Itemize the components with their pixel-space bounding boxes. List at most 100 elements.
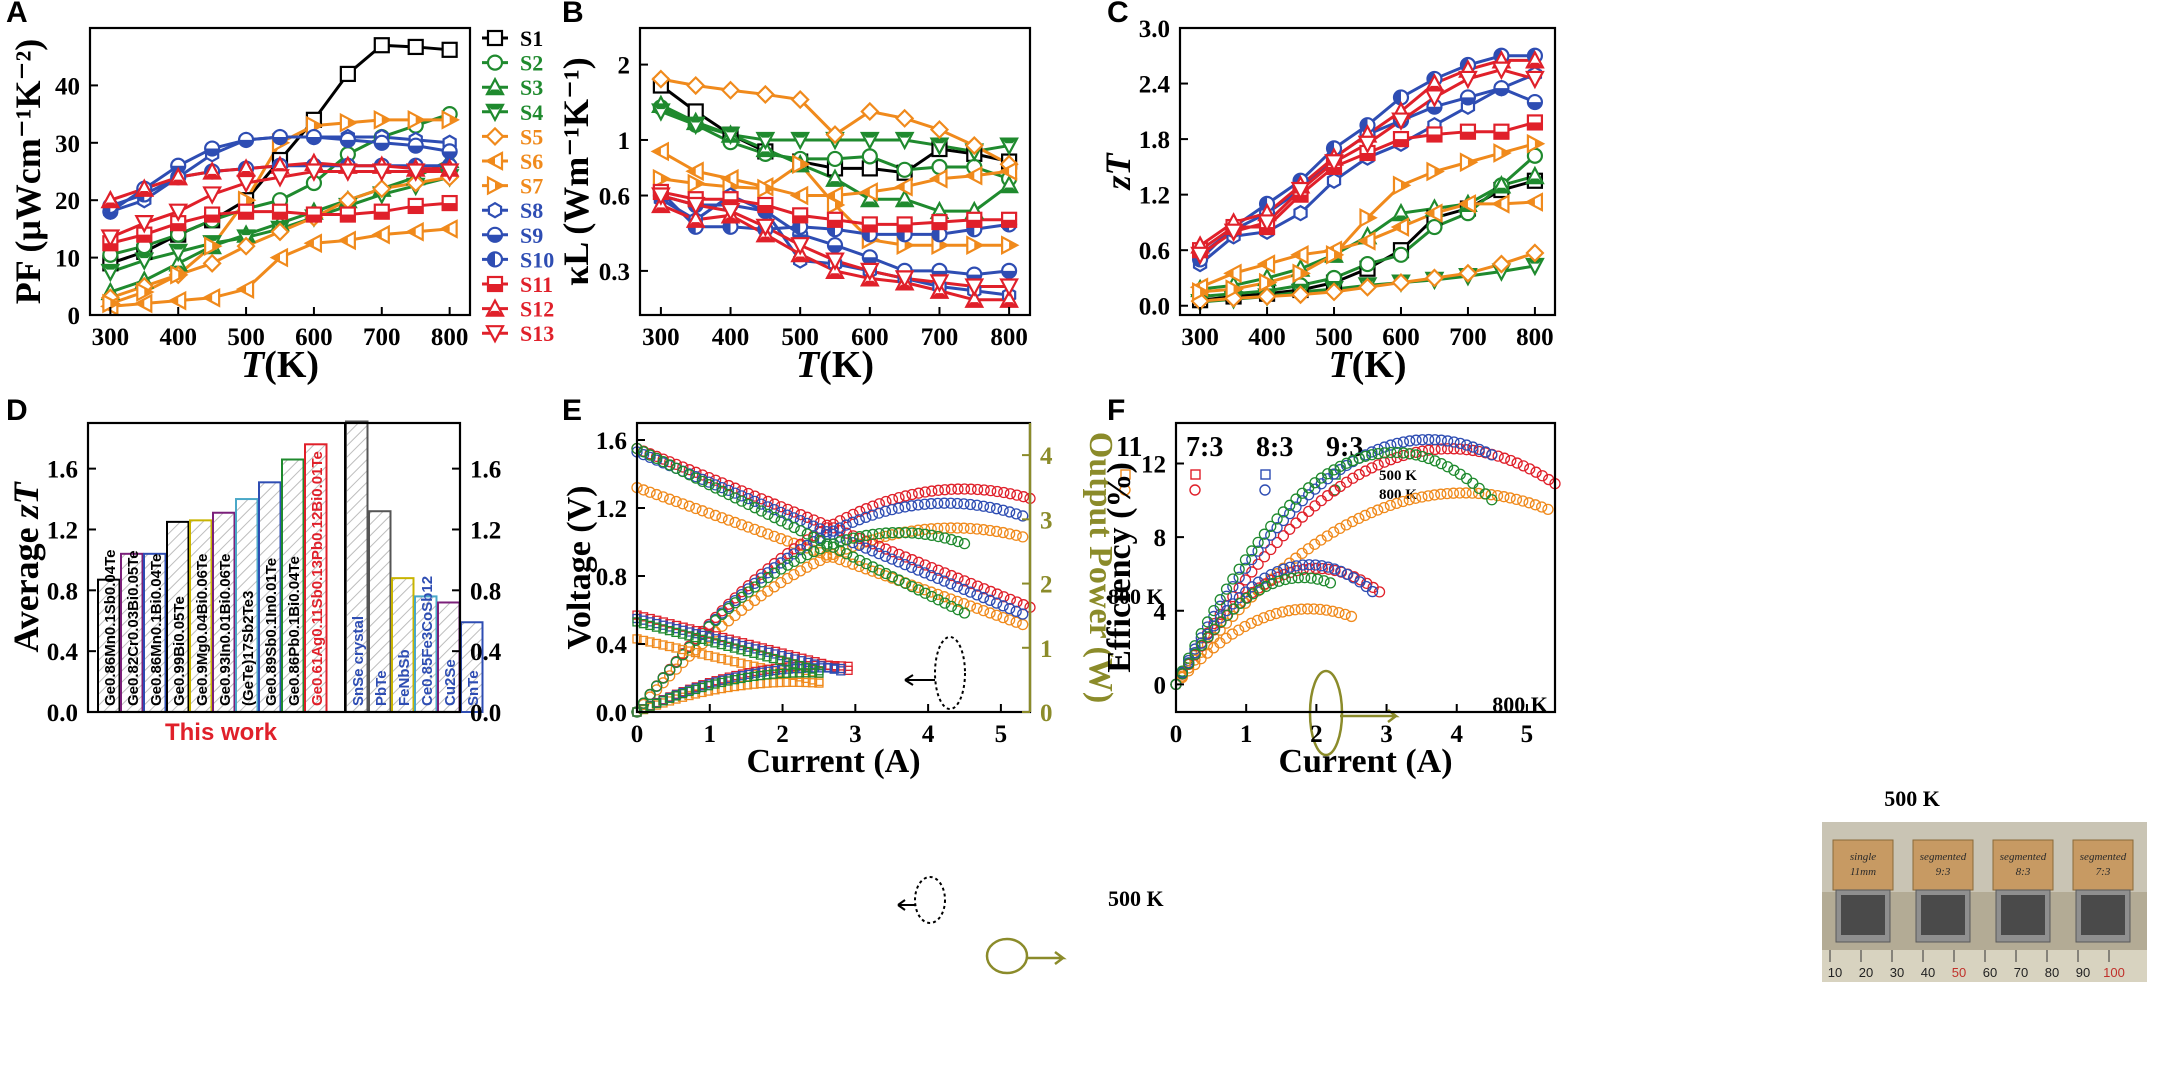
voltage-point (860, 542, 872, 554)
power-point (919, 528, 931, 540)
voltage-point (696, 475, 709, 488)
power-point (951, 522, 963, 534)
power-point (952, 483, 964, 495)
voltage-point (951, 580, 963, 593)
efficiency-point (1492, 450, 1504, 462)
power-point (821, 540, 833, 552)
voltage-point (671, 627, 681, 638)
power-point (1003, 528, 1016, 540)
data-point-S11-fill (1527, 122, 1542, 130)
efficiency-point (1290, 560, 1303, 572)
y-tick-label: 8 (1154, 525, 1167, 552)
data-point-S12-fill (827, 273, 843, 278)
efficiency-point (1265, 520, 1277, 533)
legend-marker (486, 29, 504, 47)
voltage-point (684, 631, 694, 641)
data-point-S5 (1525, 243, 1545, 263)
power-point (794, 668, 805, 678)
power-point (867, 500, 879, 512)
efficiency-point (1214, 608, 1226, 621)
data-point-S5 (929, 120, 950, 140)
data-point-S13 (929, 274, 950, 293)
voltage-point (716, 639, 727, 650)
y-tick-label: 1 (618, 128, 631, 155)
voltage-point (997, 611, 1009, 624)
x-tick-label: 300 (1181, 324, 1219, 351)
data-point-S2 (826, 150, 844, 168)
x-tick-label: 700 (1449, 324, 1487, 351)
power-point (926, 529, 938, 541)
efficiency-point (1233, 624, 1245, 636)
bar-label: Ge0.86Pb0.1Bi0.04Te (286, 556, 303, 706)
bar-label: (GeTe)17Sb2Te3 (240, 591, 257, 706)
data-point-S5 (825, 125, 845, 145)
voltage-point (866, 545, 879, 557)
voltage-point (690, 632, 701, 643)
data-point-S9-fill (1494, 88, 1509, 96)
voltage-point (939, 597, 951, 609)
ruler-label: 60 (1983, 965, 1997, 980)
plot-frame (1178, 26, 1557, 317)
efficiency-point (1473, 443, 1485, 456)
power-point (658, 696, 668, 706)
efficiency-point (1416, 434, 1428, 446)
ellipse-marker (934, 636, 966, 710)
voltage-point (664, 625, 675, 636)
power-point (664, 693, 675, 703)
power-point (945, 534, 958, 546)
efficiency-point (1423, 433, 1435, 446)
voltage-point (664, 456, 676, 468)
voltage-point (637, 446, 650, 458)
y-axis-label: Voltage (V) (561, 486, 598, 650)
legend-label: S2 (520, 51, 543, 76)
voltage-point (703, 479, 715, 491)
legend-label: S6 (520, 149, 543, 174)
efficiency-point (1246, 545, 1258, 557)
power-point (788, 677, 798, 687)
efficiency-point (1353, 452, 1365, 464)
efficiency-point (1491, 489, 1504, 502)
data-point-S5 (1491, 254, 1511, 274)
efficiency-point (1359, 509, 1371, 522)
voltage-point (860, 563, 872, 575)
voltage-point (781, 535, 794, 547)
efficiency-point (1221, 609, 1234, 621)
voltage-point (775, 533, 787, 545)
power-point (978, 484, 990, 496)
data-point-S7-fill (1467, 158, 1476, 166)
data-point-S4-fill (722, 127, 739, 133)
x-tick-label: 5 (1521, 721, 1534, 748)
voltage-point (775, 501, 787, 513)
data-point-S5 (270, 222, 290, 242)
efficiency-point (1328, 563, 1341, 575)
power-point (664, 670, 676, 682)
efficiency-point (1195, 632, 1207, 644)
bar-label: Ge0.86Mn0.1Bi0.04Te (148, 554, 165, 706)
voltage-point (729, 487, 741, 499)
y-tick-label: 0.4 (47, 639, 79, 666)
power-point (781, 668, 792, 678)
data-point-S9-fill (103, 211, 118, 219)
data-point-S9-fill (273, 137, 287, 145)
data-point-S13 (202, 186, 222, 205)
voltage-point (775, 655, 785, 665)
legend-marker-fill (488, 252, 495, 267)
y-tick-label: 0.0 (47, 700, 78, 727)
module-label: 8:3 (2016, 866, 2031, 878)
power-point (657, 672, 669, 684)
annotation: 500 K (1108, 886, 1164, 911)
data-point-S7-fill (1434, 168, 1443, 175)
data-point-S11-fill (1460, 131, 1475, 139)
efficiency-point (1311, 573, 1324, 585)
data-point-S7-fill (381, 116, 390, 124)
data-point-S12-fill (792, 256, 809, 262)
plot-frame (638, 26, 1032, 317)
efficiency-point (1284, 561, 1296, 573)
efficiency-point (1409, 492, 1422, 504)
power-point (997, 504, 1009, 516)
efficiency-point (1328, 464, 1340, 476)
voltage-point (749, 502, 761, 514)
legend-circle (1119, 484, 1131, 496)
power-point (971, 499, 983, 511)
